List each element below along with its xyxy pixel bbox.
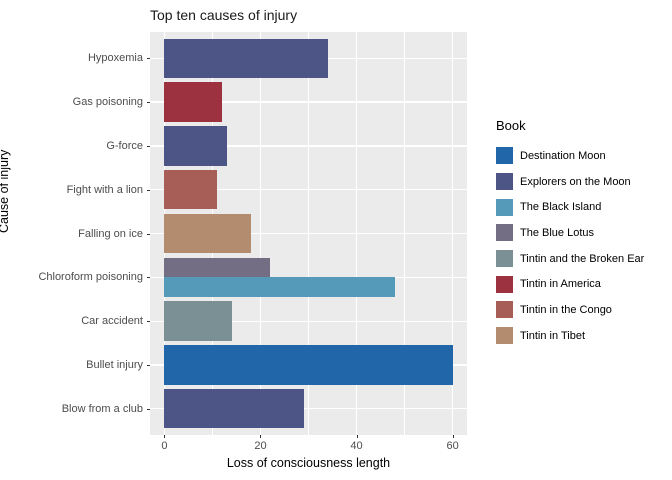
y-tick: [147, 145, 150, 147]
major-gridline-y: [150, 232, 467, 235]
plot-panel: [150, 32, 467, 435]
bar-fight-with-a-lion: [164, 169, 218, 210]
y-tick: [147, 233, 150, 235]
bar-car-accident: [164, 301, 232, 341]
legend-label: Destination Moon: [520, 149, 606, 162]
legend-swatch: [496, 250, 513, 268]
y-tick-label: Blow from a club: [61, 402, 143, 415]
legend-swatch: [496, 147, 513, 165]
y-axis-title: Cause of injury: [0, 149, 11, 233]
x-tick-label: 40: [350, 440, 363, 452]
y-tick: [147, 277, 150, 279]
legend-label: Tintin in America: [520, 278, 601, 291]
x-tick-label: 60: [446, 440, 459, 452]
legend-item: The Blue Lotus: [496, 220, 644, 246]
y-tick: [147, 364, 150, 366]
legend-item: Tintin in the Congo: [496, 297, 644, 323]
x-tick: [452, 435, 454, 438]
legend-label: Tintin in Tibet: [520, 329, 586, 342]
legend-label: Tintin and the Broken Ear: [520, 252, 645, 265]
major-gridline-y: [150, 408, 467, 410]
y-tick-label: Hypoxemia: [87, 52, 143, 65]
x-axis-title: Loss of consciousness length: [226, 456, 391, 470]
chart-title: Top ten causes of injury: [150, 7, 298, 23]
legend-label: Tintin in the Congo: [520, 303, 612, 316]
bar-blow-from-a-club: [164, 389, 304, 429]
legend-swatch: [496, 224, 513, 242]
y-tick-label: Chloroform poisoning: [38, 271, 143, 284]
legend-swatch: [496, 301, 513, 319]
legend-swatch: [496, 327, 513, 345]
y-tick: [147, 102, 150, 104]
legend-item: Tintin and the Broken Ear: [496, 246, 644, 272]
major-gridline-y: [150, 189, 467, 191]
x-tick-label: 20: [254, 440, 267, 452]
legend: Book Destination Moon Explorers on the Mo…: [496, 118, 644, 349]
legend-swatch: [496, 173, 513, 191]
legend-item: Destination Moon: [496, 143, 644, 169]
legend-items: Destination Moon Explorers on the Moon The…: [496, 143, 644, 349]
x-tick: [164, 435, 166, 438]
y-tick-label: Car accident: [81, 315, 143, 328]
x-tick: [356, 435, 358, 438]
bar-g-force: [164, 126, 227, 166]
bar-gas-poisoning: [164, 82, 223, 122]
bar-bullet-injury: [164, 345, 453, 385]
y-tick-label: G-force: [106, 139, 143, 152]
x-tick-label: 0: [161, 440, 168, 452]
y-tick-label: Bullet injury: [86, 358, 143, 371]
bar-hypoxemia: [164, 38, 328, 78]
major-gridline-y: [150, 101, 467, 103]
legend-title: Book: [496, 118, 526, 133]
y-tick-label: Fight with a lion: [66, 183, 143, 196]
legend-swatch: [496, 275, 513, 293]
legend-label: The Blue Lotus: [520, 226, 594, 239]
legend-item: Explorers on the Moon: [496, 169, 644, 195]
legend-item: Tintin in America: [496, 271, 644, 297]
y-tick: [147, 408, 150, 410]
y-tick: [147, 321, 150, 323]
major-gridline-y: [150, 320, 467, 322]
legend-label: Explorers on the Moon: [520, 175, 631, 188]
major-gridline-y: [150, 145, 467, 147]
legend-label: The Black Island: [520, 201, 602, 214]
bar-falling-on-ice: [164, 213, 251, 254]
y-tick-label: Falling on ice: [78, 227, 143, 240]
y-tick: [147, 58, 150, 60]
bar-chloroform-poisoning: [164, 277, 395, 297]
legend-swatch: [496, 198, 513, 216]
bar-chloroform-poisoning: [164, 257, 271, 278]
x-tick: [260, 435, 262, 438]
y-tick: [147, 189, 150, 191]
legend-item: The Black Island: [496, 194, 644, 220]
legend-item: Tintin in Tibet: [496, 323, 644, 349]
y-tick-label: Gas poisoning: [72, 96, 143, 109]
